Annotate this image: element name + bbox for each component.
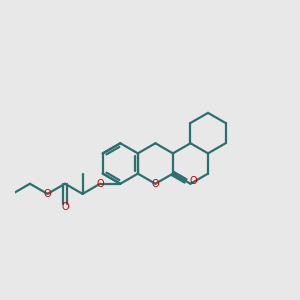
Text: O: O (96, 179, 104, 189)
Text: O: O (44, 189, 51, 199)
Text: O: O (190, 176, 197, 186)
Text: O: O (61, 202, 69, 212)
Text: O: O (152, 179, 159, 189)
